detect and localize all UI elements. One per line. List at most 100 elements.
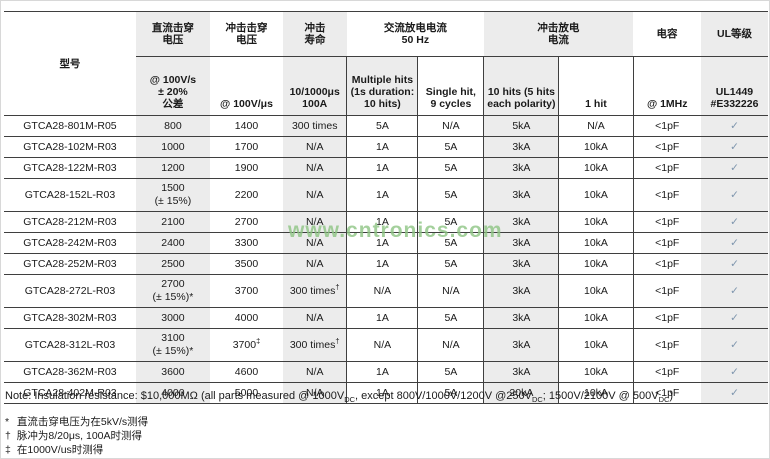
cell-impulse-breakdown-voltage: 4000 <box>209 307 283 329</box>
table-row: GTCA28-252M-R03 2500 3500 N/A 1A 5A 3kA 10kA <1p… <box>4 253 768 275</box>
cell-ul-recognition: ✓ <box>700 253 768 275</box>
cell-ac-discharge-multiple-hits: 1A <box>346 232 418 254</box>
group-header: 交流放电电流 50 Hz <box>346 11 484 57</box>
cell-impulse-life: N/A <box>283 382 347 404</box>
cell-impulse-discharge-1-hit: 10kA <box>558 253 633 275</box>
cell-ul-recognition: ✓ <box>700 382 768 404</box>
cell-ac-discharge-single-hit: 5A <box>417 211 484 233</box>
group-header: 冲击击穿 电压 <box>209 11 283 57</box>
table-row: GTCA28-122M-R03 1200 1900 N/A 1A 5A 3kA 10kA <1p… <box>4 157 768 179</box>
sub-header: UL1449 #E332226 <box>700 56 768 116</box>
table-row: GTCA28-242M-R03 2400 3300 N/A 1A 5A 3kA 10kA <1p… <box>4 232 768 254</box>
cell-ac-discharge-multiple-hits: 1A <box>346 178 418 212</box>
cell-dc-breakdown-voltage: 3000 <box>135 307 210 329</box>
cell-capacitance: <1pF <box>632 157 701 179</box>
cell-impulse-discharge-10-hits: 3kA <box>483 328 559 362</box>
cell-ac-discharge-single-hit: 5A <box>417 232 484 254</box>
cell-impulse-discharge-10-hits: 3kA <box>483 232 559 254</box>
cell-ul-recognition: ✓ <box>700 115 768 137</box>
subscript-dc: DC <box>344 395 356 405</box>
cell-model: GTCA28-302M-R03 <box>4 307 136 329</box>
cell-impulse-discharge-10-hits: 3kA <box>483 157 559 179</box>
cell-ul-recognition: ✓ <box>700 307 768 329</box>
table-row: GTCA28-362M-R03 3600 4600 N/A 1A 5A 3kA 10kA <1p… <box>4 361 768 383</box>
cell-dc-breakdown-voltage: 2100 <box>135 211 210 233</box>
cell-capacitance: <1pF <box>632 361 701 383</box>
cell-impulse-discharge-10-hits: 3kA <box>483 211 559 233</box>
cell-ac-discharge-multiple-hits: 1A <box>346 211 418 233</box>
cell-impulse-breakdown-voltage: 4600 <box>209 361 283 383</box>
cell-impulse-life: N/A <box>283 232 347 254</box>
sub-header: 10/1000μs 100A <box>283 56 347 116</box>
cell-impulse-life: 300 times† <box>283 274 347 308</box>
cell-impulse-life: N/A <box>283 361 347 383</box>
cell-dc-breakdown-voltage: 2500 <box>135 253 210 275</box>
cell-ac-discharge-single-hit: N/A <box>417 115 484 137</box>
cell-ac-discharge-multiple-hits: 5A <box>346 115 418 137</box>
cell-impulse-life: 300 times <box>283 115 347 137</box>
group-header: 直流击穿 电压 <box>135 11 210 57</box>
cell-capacitance: <1pF <box>632 307 701 329</box>
spec-table: 型号 直流击穿 电压 冲击击穿 电压 冲击 寿命 交流放电电流 50 Hz 冲击放电 电流… <box>4 11 768 404</box>
sub-header: @ 100V/μs <box>209 56 283 116</box>
sub-header: Multiple hits (1s duration: 10 hits) <box>346 56 418 116</box>
table-row: GTCA28-102M-R03 1000 1700 N/A 1A 5A 3kA 10kA <1p… <box>4 136 768 158</box>
cell-impulse-life: N/A <box>283 211 347 233</box>
cell-impulse-discharge-1-hit: 10kA <box>558 157 633 179</box>
cell-model: GTCA28-152L-R03 <box>4 178 136 212</box>
group-header: UL等级 <box>700 11 768 57</box>
group-header: 冲击 寿命 <box>283 11 347 57</box>
table-row: GTCA28-302M-R03 3000 4000 N/A 1A 5A 3kA 10kA <1p… <box>4 307 768 329</box>
cell-dc-breakdown-voltage: 2700 (± 15%)* <box>135 274 210 308</box>
cell-impulse-life: N/A <box>283 157 347 179</box>
cell-impulse-discharge-10-hits: 3kA <box>483 253 559 275</box>
cell-impulse-life: 300 times† <box>283 328 347 362</box>
cell-ac-discharge-single-hit: 5A <box>417 307 484 329</box>
cell-impulse-breakdown-voltage: 1700 <box>209 136 283 158</box>
cell-impulse-discharge-10-hits: 20kA <box>483 382 559 404</box>
cell-impulse-discharge-10-hits: 5kA <box>483 115 559 137</box>
cell-ac-discharge-multiple-hits: 1A <box>346 136 418 158</box>
table-row: GTCA28-312L-R03 3100 (± 15%)* 3700‡ 300 tim… <box>4 328 768 362</box>
notes-section: Note: Insulation resistance: $10,000MΩ (… <box>5 389 765 457</box>
cell-capacitance: <1pF <box>632 211 701 233</box>
cell-impulse-breakdown-voltage: 3700 <box>209 274 283 308</box>
table-body: GTCA28-801M-R05 800 1400 300 times 5A N/A 5kA N… <box>4 115 768 404</box>
cell-ac-discharge-single-hit: 5A <box>417 157 484 179</box>
cell-impulse-discharge-1-hit: 10kA <box>558 307 633 329</box>
cell-model: GTCA28-252M-R03 <box>4 253 136 275</box>
cell-dc-breakdown-voltage: 2400 <box>135 232 210 254</box>
table-row: GTCA28-402M-R03 4000 5000 N/A 1A 5A 20kA 10kA <1… <box>4 382 768 404</box>
sub-header: @ 100V/s ± 20% 公差 <box>135 56 210 116</box>
table-row: GTCA28-801M-R05 800 1400 300 times 5A N/A 5kA N… <box>4 115 768 137</box>
model-column-header: 型号 <box>4 11 136 116</box>
table-row: GTCA28-212M-R03 2100 2700 N/A 1A 5A 3kA 10kA <1p… <box>4 211 768 233</box>
cell-ul-recognition: ✓ <box>700 211 768 233</box>
cell-impulse-breakdown-voltage: 2700 <box>209 211 283 233</box>
cell-impulse-breakdown-voltage: 3500 <box>209 253 283 275</box>
cell-impulse-life: N/A <box>283 178 347 212</box>
cell-impulse-discharge-10-hits: 3kA <box>483 361 559 383</box>
sub-header: @ 1MHz <box>632 56 701 116</box>
cell-capacitance: <1pF <box>632 274 701 308</box>
table-row: GTCA28-272L-R03 2700 (± 15%)* 3700 300 time… <box>4 274 768 308</box>
sub-header: 10 hits (5 hits each polarity) <box>483 56 559 116</box>
cell-model: GTCA28-402M-R03 <box>4 382 136 404</box>
footnote-marker-sup: ‡ <box>256 336 261 345</box>
subscript-dc: DC <box>658 395 670 405</box>
cell-impulse-life: N/A <box>283 307 347 329</box>
cell-ac-discharge-single-hit: N/A <box>417 328 484 362</box>
cell-capacitance: <1pF <box>632 232 701 254</box>
cell-ac-discharge-single-hit: 5A <box>417 253 484 275</box>
cell-ac-discharge-multiple-hits: 1A <box>346 157 418 179</box>
footnote-marker: ‡ <box>5 444 11 457</box>
footnote-marker: * <box>5 416 10 429</box>
cell-model: GTCA28-312L-R03 <box>4 328 136 362</box>
cell-ac-discharge-multiple-hits: 1A <box>346 361 418 383</box>
cell-impulse-breakdown-voltage: 2200 <box>209 178 283 212</box>
footnotes: * 直流击穿电压为在5kV/s测得 † 脉冲为8/20μs, 100A时测得 ‡ 在… <box>5 415 765 457</box>
cell-impulse-breakdown-voltage: 1400 <box>209 115 283 137</box>
cell-dc-breakdown-voltage: 1500 (± 15%) <box>135 178 210 212</box>
cell-ul-recognition: ✓ <box>700 136 768 158</box>
sub-header: Single hit, 9 cycles <box>417 56 484 116</box>
